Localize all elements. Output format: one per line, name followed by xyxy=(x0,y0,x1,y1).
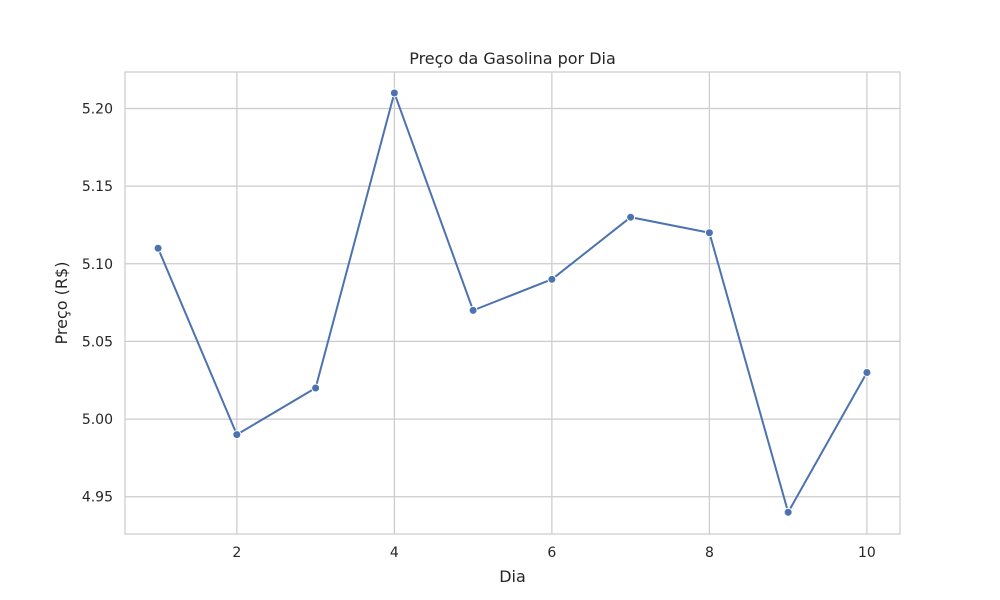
x-tick-label: 6 xyxy=(547,545,556,561)
data-point xyxy=(153,243,163,253)
data-point xyxy=(862,367,872,377)
plot-area xyxy=(124,71,901,535)
y-tick-label: 5.00 xyxy=(82,412,113,428)
y-tick-labels: 4.95 5.00 5.05 5.10 5.15 5.20 xyxy=(82,101,113,505)
data-point xyxy=(626,212,636,222)
x-tick-labels: 2 4 6 8 10 xyxy=(232,545,875,561)
series-line xyxy=(157,91,868,514)
data-point xyxy=(311,383,321,393)
y-tick-label: 4.95 xyxy=(82,490,113,506)
y-tick-label: 5.15 xyxy=(82,179,113,195)
x-tick-label: 2 xyxy=(232,545,241,561)
y-axis-label: Preço (R$) xyxy=(52,262,71,345)
x-tick-label: 8 xyxy=(705,545,714,561)
grid xyxy=(125,72,900,534)
data-point xyxy=(389,88,399,98)
data-point xyxy=(783,507,793,517)
data-point xyxy=(704,228,714,238)
data-point xyxy=(547,274,557,284)
series-layer xyxy=(153,88,872,517)
chart-title: Preço da Gasolina por Dia xyxy=(409,49,616,68)
x-tick-label: 4 xyxy=(390,545,399,561)
x-axis-label: Dia xyxy=(499,567,526,586)
y-tick-label: 5.05 xyxy=(82,334,113,350)
data-point xyxy=(468,305,478,315)
y-tick-label: 5.20 xyxy=(82,101,113,117)
x-tick-label: 10 xyxy=(858,545,876,561)
y-tick-label: 5.10 xyxy=(82,257,113,273)
data-point xyxy=(232,430,242,440)
